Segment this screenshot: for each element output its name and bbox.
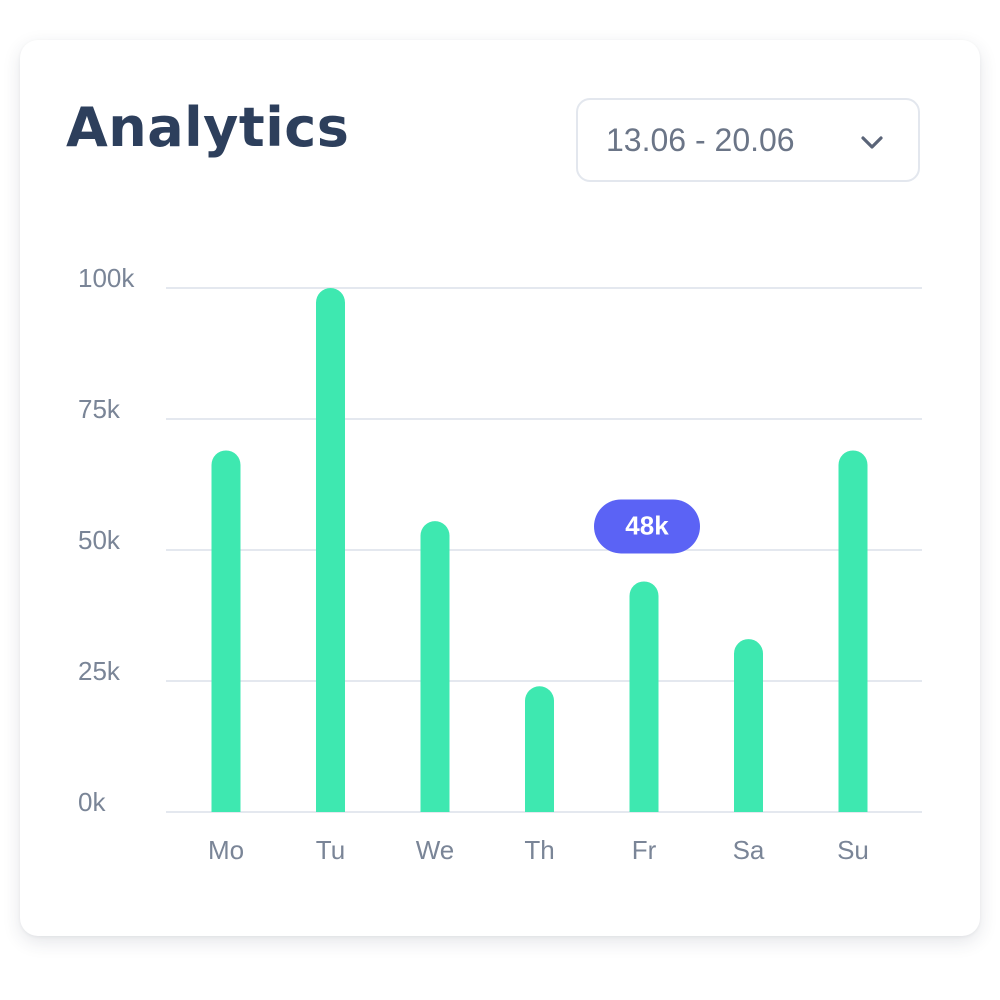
analytics-card: Analytics 13.06 - 20.06 <box>20 40 980 936</box>
card-title: Analytics <box>66 96 350 159</box>
y-tick-label: 100k <box>78 263 135 293</box>
value-annotation: 48k <box>594 499 700 554</box>
bar-mo[interactable] <box>211 450 241 812</box>
x-tick-label: Mo <box>208 835 244 865</box>
x-tick-label: We <box>416 835 455 865</box>
y-tick-label: 0k <box>78 787 106 817</box>
y-tick-label: 50k <box>78 525 121 555</box>
chevron-down-icon <box>861 136 883 149</box>
x-tick-label: Su <box>837 835 869 865</box>
bars <box>211 288 868 812</box>
badge-background <box>594 499 700 554</box>
y-axis-tick-labels: 0k 25k 50k 75k 100k <box>78 263 135 817</box>
bar-tu[interactable] <box>316 288 345 812</box>
x-axis-tick-labels: Mo Tu We Th Fr Sa Su <box>208 835 869 865</box>
bar-we[interactable] <box>420 521 450 812</box>
date-range-value: 13.06 - 20.06 <box>606 122 795 158</box>
y-tick-label: 25k <box>78 656 121 686</box>
bar-th[interactable] <box>525 686 554 812</box>
x-tick-label: Th <box>524 835 554 865</box>
date-range-dropdown[interactable]: 13.06 - 20.06 <box>576 98 920 182</box>
y-tick-label: 75k <box>78 394 121 424</box>
bar-sa[interactable] <box>734 639 763 812</box>
x-tick-label: Fr <box>632 835 657 865</box>
bar-su[interactable] <box>838 450 868 812</box>
badge-label: 48k <box>625 510 669 540</box>
x-tick-label: Tu <box>316 835 345 865</box>
value-badge: 48k <box>594 499 700 554</box>
x-tick-label: Sa <box>733 835 765 865</box>
bar-fr[interactable] <box>629 581 659 812</box>
